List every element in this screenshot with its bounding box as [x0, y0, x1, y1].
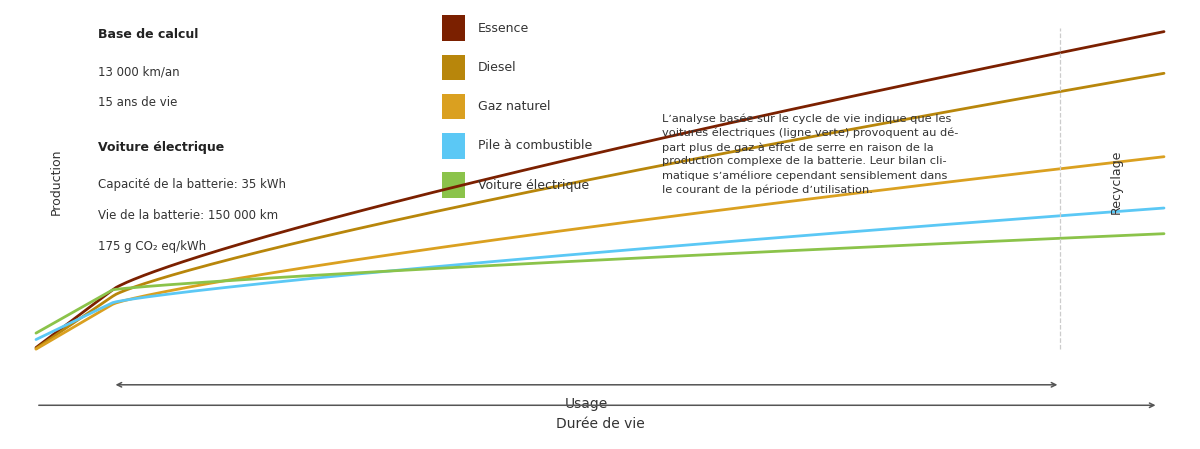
Text: 15 ans de vie: 15 ans de vie [98, 97, 178, 110]
Text: Capacité de la batterie: 35 kWh: Capacité de la batterie: 35 kWh [98, 178, 286, 191]
Text: Lʼanalyse basée sur le cycle de vie indique que les
voitures électriques (ligne : Lʼanalyse basée sur le cycle de vie indi… [662, 114, 959, 195]
Text: Recyclage: Recyclage [1110, 150, 1123, 214]
Text: Pile à combustible: Pile à combustible [478, 140, 593, 152]
Bar [442, 172, 464, 198]
Text: 175 g CO₂ eq/kWh: 175 g CO₂ eq/kWh [98, 240, 206, 253]
Text: Voiture électrique: Voiture électrique [478, 179, 589, 192]
Bar [442, 133, 464, 159]
Bar [442, 55, 464, 80]
Bar [442, 94, 464, 119]
Text: Usage: Usage [565, 397, 608, 411]
Text: Essence: Essence [478, 22, 529, 35]
Text: Durée de vie: Durée de vie [556, 417, 644, 431]
Text: Diesel: Diesel [478, 61, 517, 74]
Text: Base de calcul: Base de calcul [98, 28, 198, 41]
Text: Voiture électrique: Voiture électrique [98, 141, 224, 154]
Bar [442, 15, 464, 41]
Text: Vie de la batterie: 150 000 km: Vie de la batterie: 150 000 km [98, 209, 278, 222]
Text: Production: Production [50, 149, 62, 215]
Text: Gaz naturel: Gaz naturel [478, 100, 551, 113]
Text: 13 000 km/an: 13 000 km/an [98, 66, 180, 79]
